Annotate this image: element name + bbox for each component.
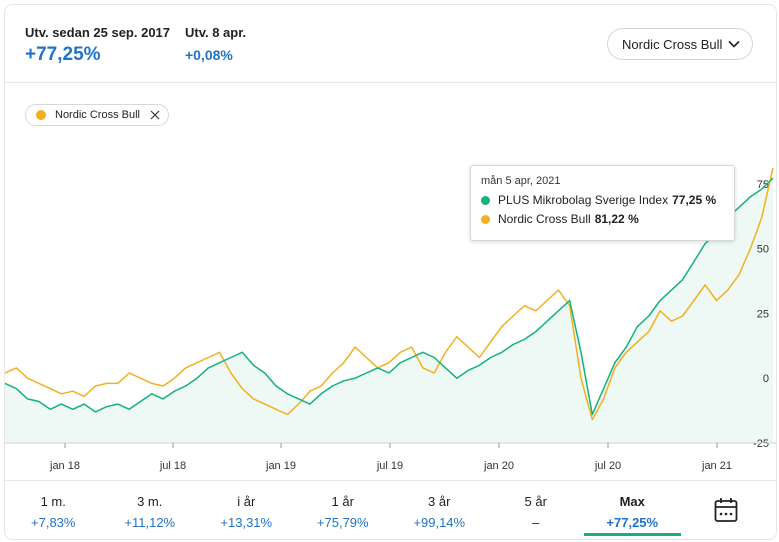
y-tick-label: 25	[757, 308, 769, 320]
day-change-value: +0,08%	[185, 47, 233, 63]
period-name: i år	[237, 494, 256, 509]
period-3y[interactable]: 3 år +99,14%	[391, 481, 488, 539]
close-icon[interactable]	[150, 110, 160, 120]
period-value: +11,12%	[124, 515, 176, 530]
series-chip-label: Nordic Cross Bull	[55, 109, 140, 121]
day-change-stat: Utv. 8 apr. +0,08%	[185, 25, 246, 63]
tooltip-dot-index	[481, 195, 490, 205]
period-3m[interactable]: 3 m. +11,12%	[102, 481, 199, 539]
x-tick-label: jul 18	[159, 460, 186, 472]
period-max[interactable]: Max +77,25%	[584, 481, 681, 539]
period-ytd[interactable]: i år +13,31%	[198, 481, 295, 539]
x-tick-label: jul 19	[376, 460, 403, 472]
period-value: +75,79%	[316, 515, 369, 530]
compare-dropdown-label: Nordic Cross Bull	[622, 36, 723, 52]
period-name: Max	[619, 494, 645, 509]
chevron-down-icon	[728, 40, 740, 48]
tooltip-index-name: PLUS Mikrobolag Sverige Index	[498, 193, 669, 207]
period-1y[interactable]: 1 år +75,79%	[295, 481, 392, 539]
tooltip-row-bull: Nordic Cross Bull 81,22 %	[481, 212, 724, 226]
y-tick-label: -25	[753, 438, 769, 450]
since-start-label: Utv. sedan 25 sep. 2017	[25, 25, 171, 40]
series-line-nordic-cross-bull	[5, 167, 774, 421]
calendar-icon[interactable]	[714, 497, 738, 523]
period-selector: 1 m. +7,83% 3 m. +11,12% i år +13,31% 1 …	[5, 481, 776, 539]
header-divider	[5, 82, 776, 83]
performance-card: Utv. sedan 25 sep. 2017 +77,25% Utv. 8 a…	[4, 4, 777, 540]
period-5y[interactable]: 5 år –	[488, 481, 585, 539]
period-value: +7,83%	[31, 515, 76, 530]
x-tick-label: jan 18	[49, 460, 80, 472]
day-change-label: Utv. 8 apr.	[185, 25, 247, 40]
x-tick-label: jan 20	[483, 460, 514, 472]
x-tick-label: jul 20	[594, 460, 621, 472]
period-name: 3 m.	[137, 494, 163, 509]
tooltip-index-value: 77,25 %	[672, 193, 717, 207]
since-start-stat: Utv. sedan 25 sep. 2017 +77,25%	[25, 25, 170, 66]
period-value: –	[532, 515, 540, 530]
period-value: +13,31%	[220, 515, 273, 530]
compare-dropdown[interactable]: Nordic Cross Bull	[607, 28, 753, 60]
period-1m[interactable]: 1 m. +7,83%	[5, 481, 102, 539]
performance-chart[interactable]: 75 50 25 0 -25 jan 18 jul 18 jan 19 jul 19 jan 20…	[5, 135, 776, 480]
x-tick-label: jan 19	[265, 460, 296, 472]
series-chip[interactable]: Nordic Cross Bull	[25, 104, 169, 126]
tooltip-bull-value: 81,22 %	[594, 212, 639, 226]
period-name: 1 år	[331, 494, 354, 509]
y-tick-label: 50	[757, 244, 769, 256]
x-tick-label: jan 21	[701, 460, 732, 472]
tooltip-row-index: PLUS Mikrobolag Sverige Index 77,25 %	[481, 193, 724, 207]
period-value: +77,25%	[606, 515, 659, 530]
period-name: 1 m.	[40, 494, 66, 509]
period-name: 5 år	[524, 494, 547, 509]
period-value: +99,14%	[413, 515, 466, 530]
periods-divider	[5, 480, 776, 481]
y-tick-label: 75	[757, 179, 769, 191]
series-color-dot	[36, 110, 46, 120]
y-tick-label: 0	[763, 373, 769, 385]
since-start-value: +77,25%	[25, 44, 101, 65]
tooltip-dot-bull	[481, 214, 490, 224]
period-name: 3 år	[428, 494, 451, 509]
tooltip-bull-name: Nordic Cross Bull	[498, 212, 591, 226]
chart-tooltip: mån 5 apr, 2021 PLUS Mikrobolag Sverige …	[470, 165, 735, 241]
tooltip-date: mån 5 apr, 2021	[481, 175, 561, 187]
series-line-plus-mikrobolag-sverige-index	[5, 177, 774, 416]
